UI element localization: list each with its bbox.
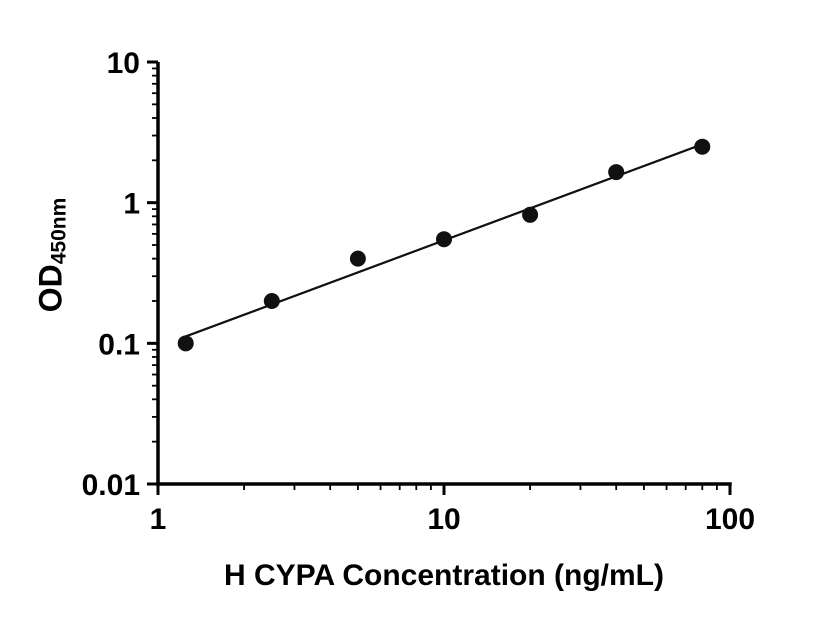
y-tick-label: 0.1 — [98, 328, 140, 361]
x-tick-label: 1 — [150, 503, 167, 536]
y-tick-label: 1 — [123, 188, 140, 221]
data-point — [608, 164, 625, 181]
y-axis-label-subscript: 450nm — [47, 197, 71, 265]
data-point — [177, 335, 194, 352]
y-tick-label: 0.01 — [82, 469, 140, 502]
y-axis-label-main: OD — [32, 264, 69, 313]
data-point — [694, 138, 711, 155]
data-points — [177, 138, 711, 352]
y-axis-label: OD450nm — [33, 198, 72, 313]
data-point — [263, 292, 280, 309]
data-point — [522, 206, 539, 223]
y-tick-label: 10 — [107, 47, 140, 80]
data-point — [436, 231, 452, 248]
data-point — [349, 250, 366, 267]
axes — [147, 60, 732, 495]
x-tick-label: 100 — [705, 503, 755, 536]
x-tick-label: 10 — [427, 503, 460, 536]
tick-labels: 1 10 100 0.01 0.1 1 10 — [82, 47, 755, 536]
x-axis-label: H CYPA Concentration (ng/mL) — [224, 559, 664, 592]
